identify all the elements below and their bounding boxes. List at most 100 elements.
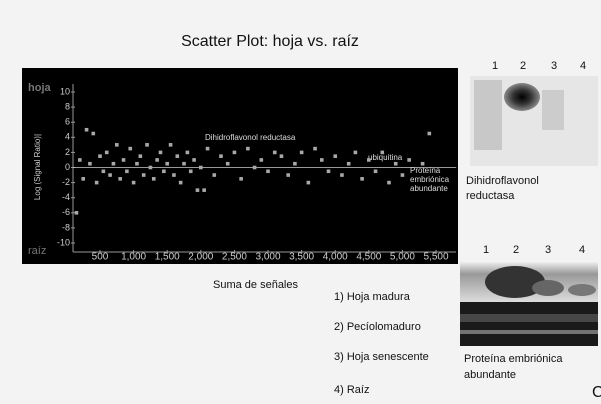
point (152, 177, 156, 181)
y-tick-label: -8 (62, 222, 70, 232)
corner-text: C (592, 384, 601, 401)
annotation: embriónica (410, 175, 450, 184)
blot-caption: abundante (464, 369, 516, 381)
lane-label: 1 (492, 60, 498, 72)
point (179, 181, 183, 185)
point (307, 181, 311, 185)
point (367, 158, 371, 162)
point (428, 132, 432, 136)
point (78, 158, 82, 162)
point (374, 169, 378, 173)
point (266, 169, 270, 173)
point (105, 151, 109, 155)
point (169, 143, 173, 147)
blot-gel-band (460, 330, 598, 334)
top-label: hoja (28, 82, 51, 94)
sample-item: 3) Hoja senescente (334, 351, 429, 363)
y-tick-label: -2 (62, 177, 70, 187)
y-tick-label: -6 (62, 207, 70, 217)
point (333, 154, 337, 158)
point (112, 162, 116, 166)
y-axis-label: Log (Signal Ratio)| (33, 134, 42, 200)
y-tick-label: 6 (65, 117, 70, 127)
annotation: abundante (410, 184, 448, 193)
point (260, 158, 264, 162)
plot-area (22, 68, 458, 264)
point (206, 147, 210, 151)
lane-label: 3 (551, 60, 557, 72)
point (122, 158, 126, 162)
y-tick-label: -4 (62, 192, 70, 202)
point (239, 177, 243, 181)
point (300, 151, 304, 155)
sample-item: 4) Raíz (334, 384, 369, 396)
point (125, 169, 129, 173)
point (149, 166, 153, 170)
blot-band (542, 90, 564, 130)
point (233, 151, 237, 155)
lane-label: 2 (520, 60, 526, 72)
point (401, 173, 405, 177)
y-tick-label: 8 (65, 101, 70, 111)
point (199, 166, 203, 170)
blot-band (504, 83, 540, 111)
slide: Scatter Plot: hoja vs. raíz hoja raíz Lo… (0, 0, 601, 404)
point (394, 162, 398, 166)
y-tick-label: 10 (60, 86, 70, 96)
point (347, 162, 351, 166)
annotation: ubiquitina (368, 153, 403, 162)
point (132, 181, 136, 185)
point (313, 147, 317, 151)
point (159, 151, 163, 155)
point (88, 162, 92, 166)
point (155, 158, 159, 162)
blot-caption: Proteína embriónica (464, 353, 563, 365)
point (95, 181, 99, 185)
annotation: Dihidroflavonol reductasa (205, 133, 296, 142)
point (387, 181, 391, 185)
point (98, 154, 102, 158)
point (165, 162, 169, 166)
sample-item: 2) Pecíolomaduro (334, 321, 421, 333)
point (226, 162, 230, 166)
point (139, 154, 143, 158)
point (273, 151, 277, 155)
point (102, 169, 106, 173)
point (172, 173, 176, 177)
point (354, 151, 358, 155)
point (212, 173, 216, 177)
point (380, 151, 384, 155)
lane-label: 4 (580, 60, 586, 72)
lane-label: 1 (483, 244, 489, 256)
point (85, 128, 89, 132)
x-axis-label: Suma de señales (213, 279, 298, 291)
lane-label: 4 (579, 244, 585, 256)
point (320, 158, 324, 162)
point (81, 177, 85, 181)
blot-caption: Dihidroflavonol (466, 175, 539, 187)
blot-band (568, 284, 596, 296)
point (135, 162, 139, 166)
blot-caption: reductasa (466, 190, 515, 202)
lane-label: 3 (545, 244, 551, 256)
point (189, 169, 193, 173)
point (115, 143, 119, 147)
point (340, 173, 344, 177)
y-tick-label: 0 (65, 162, 70, 172)
point (407, 158, 411, 162)
sample-item: 1) Hoja madura (334, 291, 411, 303)
blot-gel (460, 302, 598, 346)
point (175, 154, 179, 158)
point (162, 169, 166, 173)
point (246, 147, 250, 151)
point (108, 173, 112, 177)
blot-gel-band (460, 314, 598, 322)
y-tick-label: -10 (57, 237, 70, 247)
y-tick-label: 4 (65, 132, 70, 142)
point (280, 154, 284, 158)
chart-title: Scatter Plot: hoja vs. raíz (181, 33, 359, 50)
point (192, 158, 196, 162)
bottom-label: raíz (28, 245, 46, 257)
blot-band (532, 280, 564, 296)
point (360, 177, 364, 181)
